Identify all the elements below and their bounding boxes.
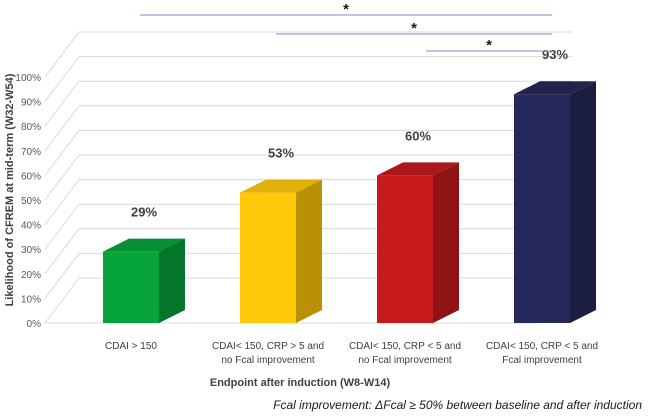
bar-side [570, 81, 596, 323]
y-tick-label: 0% [27, 319, 42, 330]
gridline [44, 80, 572, 127]
bar [514, 94, 570, 323]
significance-star: * [486, 37, 492, 54]
data-label: 60% [405, 128, 431, 143]
x-tick-label: no Fcal improvement [221, 355, 315, 366]
x-axis-title: Endpoint after induction (W8-W14) [210, 377, 391, 389]
y-tick-label: 60% [21, 171, 41, 182]
x-tick-label: no Fcal improvement [358, 355, 452, 366]
y-tick-label: 40% [21, 221, 41, 232]
bar-top [103, 238, 185, 252]
data-label: 53% [268, 146, 294, 161]
y-tick-label: 90% [21, 98, 41, 109]
bar [377, 175, 433, 323]
y-tick-label: 30% [21, 245, 41, 256]
bar-top [377, 162, 459, 176]
bar-top [240, 179, 322, 193]
bar [240, 192, 296, 323]
bar [103, 251, 159, 323]
gridline [44, 105, 572, 152]
y-tick-label: 70% [21, 147, 41, 158]
y-tick-label: 100% [15, 73, 41, 84]
y-tick-label: 10% [21, 294, 41, 305]
y-tick-label: 20% [21, 270, 41, 281]
significance-star: * [343, 1, 349, 18]
x-tick-label: CDAI< 150, CRP > 5 and [212, 341, 324, 352]
bar-side [159, 238, 185, 323]
x-tick-label: Fcal improvement [502, 355, 582, 366]
data-label: 29% [131, 205, 157, 220]
x-tick-label: CDAI< 150, CRP < 5 and [349, 341, 461, 352]
gridline [44, 129, 572, 176]
bar-side [296, 179, 322, 323]
x-tick-label: CDAI< 150, CRP < 5 and [486, 341, 598, 352]
bar-top [514, 81, 596, 95]
data-label: 93% [542, 47, 568, 62]
gridline [44, 56, 572, 102]
footnote: Fcal improvement: ΔFcal ≥ 50% between ba… [273, 398, 642, 412]
x-tick-label: CDAI > 150 [105, 341, 157, 352]
y-tick-label: 80% [21, 122, 41, 133]
gridline [44, 154, 572, 201]
significance-star: * [411, 20, 417, 37]
y-tick-label: 50% [21, 196, 41, 207]
bar-side [433, 162, 459, 323]
gridline [44, 31, 572, 78]
y-axis-title: Likelihood of CFREM at mid-term (W32-W54… [4, 73, 16, 306]
